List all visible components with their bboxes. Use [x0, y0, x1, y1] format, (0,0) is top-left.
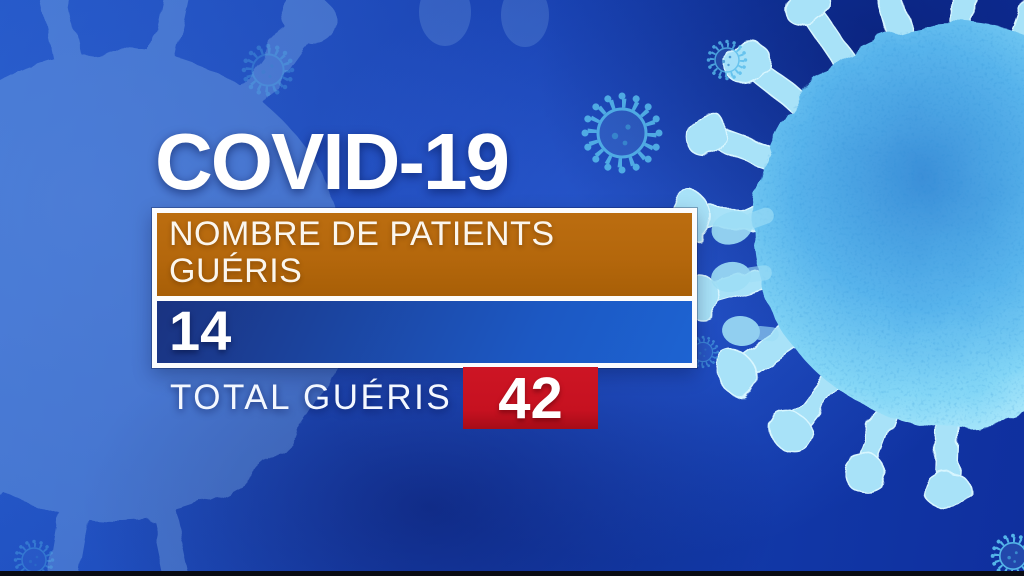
bottom-letterbox-bar: [0, 571, 1024, 576]
stat-panel-header-line1: NOMBRE DE PATIENTS: [169, 215, 555, 253]
faint-spike-tips: [419, 0, 549, 47]
total-value-badge: 42: [463, 366, 598, 431]
virus-spike-fragments: [711, 207, 779, 347]
total-label: TOTAL GUÉRIS: [170, 378, 453, 417]
stat-panel-value: 14: [157, 301, 692, 363]
small-virus-icon: [993, 536, 1024, 576]
stat-panel-header: NOMBRE DE PATIENTS GUÉRIS: [157, 213, 692, 296]
stat-panel-header-line2: GUÉRIS: [169, 252, 303, 290]
stat-panel: NOMBRE DE PATIENTS GUÉRIS 14: [152, 208, 697, 368]
large-virus-icon: [670, 0, 1024, 510]
page-title: COVID-19: [155, 117, 510, 206]
total-row: TOTAL GUÉRIS 42: [170, 366, 690, 431]
small-virus-icon: [585, 96, 659, 170]
